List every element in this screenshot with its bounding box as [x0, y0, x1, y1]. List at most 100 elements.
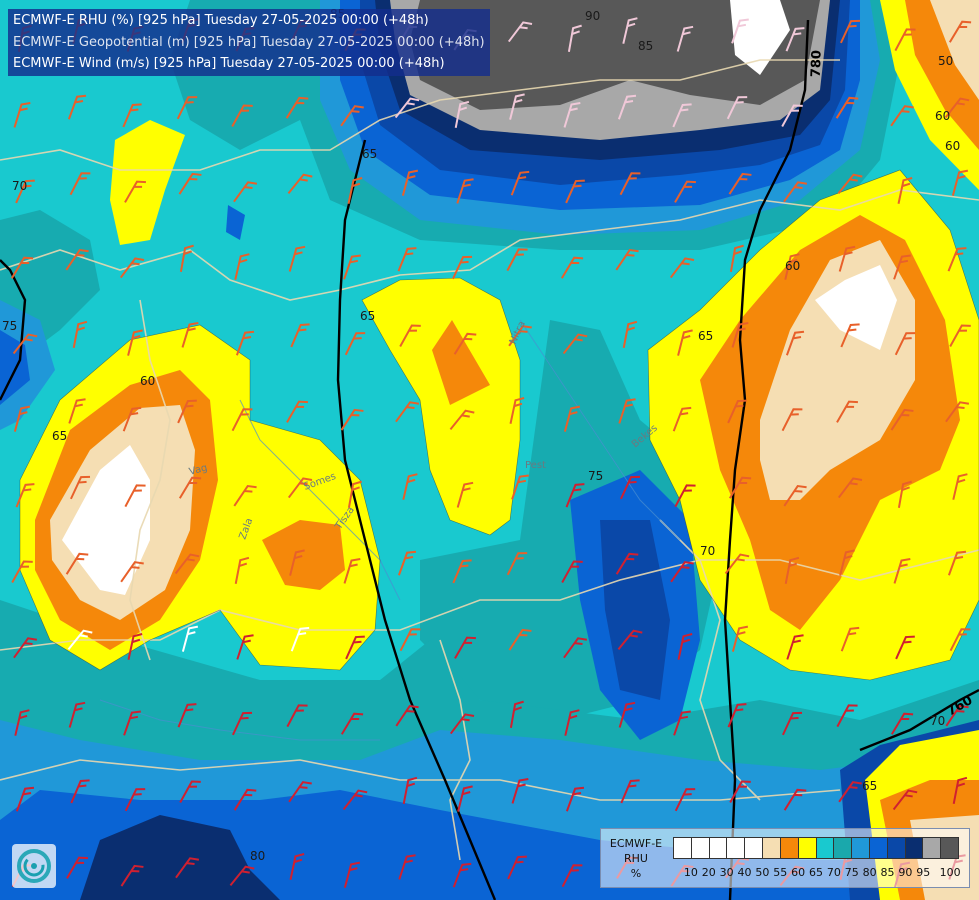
wind-barb-icon — [561, 560, 583, 583]
wind-barb-icon — [11, 560, 33, 583]
wind-barb-icon — [620, 779, 640, 804]
wind-barb-icon — [285, 96, 309, 119]
wind-barb-icon — [119, 257, 145, 279]
rhu-legend: ECMWF-E RHU % 10 20 30 40 50 55 60 65 70 75 80 85 90… — [600, 828, 970, 888]
wind-barb-icon — [674, 484, 696, 508]
wind-barb-icon — [13, 637, 38, 659]
wind-barb-icon — [402, 473, 418, 500]
wind-barb-icon — [615, 552, 639, 575]
legend-title-model: ECMWF-E — [609, 837, 663, 850]
wind-barb-icon — [840, 19, 861, 44]
wind-barb-icon — [452, 255, 473, 280]
wind-barb-icon — [65, 552, 89, 575]
wind-barb-icon — [12, 333, 38, 355]
wind-barb-icon — [120, 561, 144, 583]
wind-barb-icon — [783, 181, 808, 203]
wind-barb-icon — [290, 323, 310, 348]
header-wind-line: ECMWF-E Wind (m/s) [925 hPa] Tuesday 27-… — [13, 56, 445, 71]
rhu-contour-label: 90 — [585, 9, 600, 23]
wind-barb-icon — [340, 105, 364, 127]
wind-barb-icon — [70, 779, 90, 804]
wind-barb-icon — [234, 556, 250, 584]
wind-barb-icon — [287, 477, 313, 499]
wind-barb-icon — [893, 254, 911, 280]
wind-barb-icon — [343, 558, 361, 584]
geopotential-line-780-west — [336, 139, 497, 900]
wind-barb-icon — [342, 789, 368, 811]
wind-barb-icon — [178, 476, 202, 499]
wind-barb-icon — [677, 329, 693, 356]
wind-barb-icon — [123, 710, 141, 736]
wind-barb-icon — [399, 324, 421, 347]
wind-barb-icon — [509, 93, 525, 120]
wind-barb-icon — [340, 712, 364, 735]
wind-barb-icon — [66, 856, 88, 879]
wind-barb-icon — [729, 244, 744, 272]
rhu-contour-label: 85 — [638, 39, 653, 53]
wind-barb-icon — [952, 776, 968, 804]
wind-barb-icon — [236, 634, 254, 660]
rhu-contour-label: 65 — [360, 309, 375, 323]
wind-barb-icon — [289, 549, 305, 576]
wind-barb-icon — [565, 483, 585, 508]
wind-barb-icon — [233, 788, 257, 811]
wind-barb-icon — [563, 102, 581, 128]
legend-tick-label: 75 — [844, 866, 859, 879]
geopotential-label: 780 — [809, 50, 825, 78]
wind-barb-icon — [179, 780, 201, 803]
wind-barb-icon — [68, 398, 86, 424]
legend-swatch — [834, 838, 853, 858]
wind-barb-icon — [673, 710, 691, 736]
header-geopotential-line: ECMWF-E Geopotential (m) [925 hPa] Tuesd… — [13, 34, 485, 50]
wind-barb-icon — [565, 179, 585, 204]
wind-barb-icon — [397, 247, 417, 272]
legend-swatch — [674, 838, 692, 858]
wind-barb-icon — [838, 781, 862, 803]
legend-swatch — [745, 838, 764, 858]
wind-barb-icon — [724, 553, 750, 575]
wind-barb-icon — [231, 104, 253, 127]
rivers — [99, 319, 681, 741]
wind-barb-icon — [564, 709, 580, 736]
legend-swatch — [869, 838, 888, 858]
wind-barb-icon — [15, 483, 35, 508]
rhu-contour-label: 60 — [945, 139, 960, 153]
wind-barb-icon — [234, 253, 250, 280]
wind-barb-icon — [69, 172, 91, 196]
wind-barb-icon — [233, 484, 257, 507]
wind-barb-icon — [895, 635, 915, 660]
wind-barb-icon — [399, 628, 421, 652]
wind-barb-icon — [949, 628, 971, 652]
wind-barb-icon — [288, 245, 306, 272]
legend-swatch — [763, 838, 781, 858]
wind-barb-icon — [731, 322, 749, 348]
legend-swatch — [816, 838, 835, 858]
rhu-band-white-right — [815, 265, 897, 350]
wind-barb-icon — [67, 94, 87, 120]
wind-barb-icon — [840, 626, 860, 652]
wind-barb-icon — [235, 330, 255, 356]
rhu-contour-label: 65 — [362, 147, 377, 161]
wind-barb-icon — [731, 625, 749, 652]
wind-barb-icon — [727, 399, 747, 424]
legend-tick-label: 55 — [773, 866, 788, 879]
wind-barb-icon — [890, 105, 914, 127]
wind-barb-icon — [14, 709, 30, 736]
wind-barb-icon — [509, 700, 524, 728]
wind-barb-icon — [290, 626, 310, 652]
wind-barb-icon — [176, 96, 198, 120]
wind-barb-icon — [120, 864, 144, 887]
wind-barb-icon — [231, 408, 253, 432]
wind-barb-icon — [892, 789, 918, 811]
wind-barb-icon — [672, 103, 692, 128]
rhu-band-wheat-topright — [930, 0, 979, 100]
wind-barb-icon — [560, 256, 584, 279]
wind-barb-icon — [506, 552, 528, 576]
wind-barb-icon — [454, 636, 476, 659]
legend-tick-label: 90 — [898, 866, 913, 879]
wind-barb-icon — [948, 20, 972, 43]
wind-barb-icon — [13, 102, 31, 128]
wind-barb-icon — [561, 864, 583, 888]
legend-tick-label: 50 — [755, 866, 770, 879]
wind-barb-icon — [453, 332, 477, 355]
